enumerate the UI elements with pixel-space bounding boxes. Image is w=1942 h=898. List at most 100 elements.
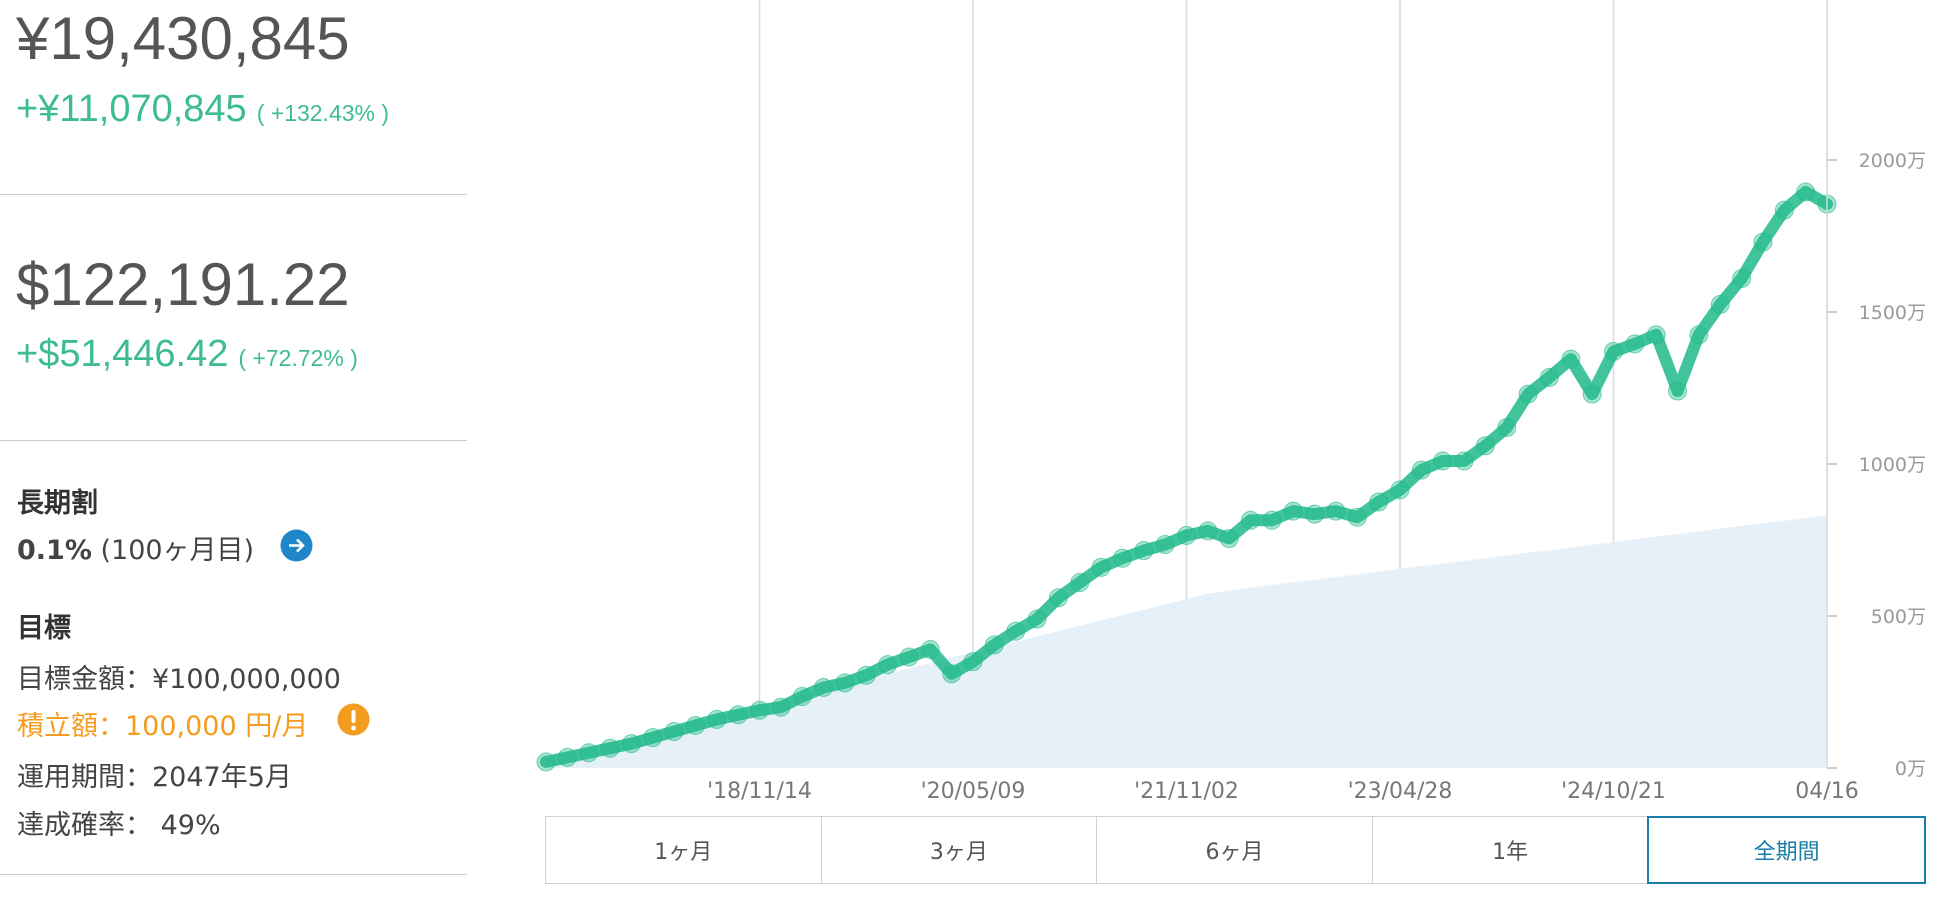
yen-gain: +¥11,070,845 ( +132.43% ) [16,88,389,131]
point [1262,510,1282,530]
point [1177,525,1196,545]
y-tick-label: 0万 [1895,758,1926,780]
point [1604,342,1623,362]
usd-total: $122,191.22 [16,251,350,318]
goal-title: 目標 [17,613,71,644]
x-tick-label: '18/11/14 [707,779,812,804]
discount-months: (100ヶ月目) [100,535,255,566]
x-tick-label: 04/16 [1795,779,1858,804]
point [579,743,599,763]
point [1710,294,1730,314]
y-tick-label: 500万 [1871,606,1926,628]
point [1241,510,1261,530]
x-tick-label: '20/05/09 [921,779,1026,804]
point [1283,501,1303,521]
point [1689,325,1709,345]
point [1390,480,1410,500]
point [1070,573,1090,593]
point [1006,621,1026,641]
x-tick-label: '24/10/21 [1561,779,1666,804]
y-tick-label: 1500万 [1859,302,1926,324]
point [1369,492,1389,512]
point [1326,501,1346,521]
point [1796,182,1816,202]
point [1625,334,1645,354]
range-buttons: 1ヶ月 3ヶ月 6ヶ月 1年 全期間 [545,816,1926,884]
point [621,734,641,754]
period: 運用期間：2047年5月 [17,762,292,793]
point [750,700,769,720]
x-tick-label: '23/04/28 [1348,779,1453,804]
yen-total: ¥19,430,845 [16,5,350,72]
point [920,639,940,659]
point [1497,418,1517,438]
point [685,715,705,735]
yen-gain-pct: ( +132.43% ) [256,100,390,126]
point [771,697,791,717]
discount: 0.1% (100ヶ月目) [17,528,254,567]
usd-gain-amount: +$51,446.42 [16,333,229,375]
point [1027,609,1047,629]
x-tick-label: '21/11/02 [1134,779,1239,804]
point [1732,269,1752,289]
point [1411,460,1431,480]
goal-amount: 目標金額：¥100,000,000 [17,664,341,695]
point [1518,384,1538,404]
point [792,687,812,707]
point [1582,384,1602,404]
point [814,677,834,697]
discount-rate: 0.1% [17,535,92,566]
point [1091,557,1111,577]
point [899,647,919,667]
point [1753,232,1773,252]
warning-icon [337,703,370,736]
point [1561,349,1581,369]
range-button[interactable]: 6ヶ月 [1096,816,1373,884]
probability: 達成確率： 49% [17,810,221,841]
line [540,185,1833,768]
point [707,709,727,729]
range-button[interactable]: 全期間 [1647,816,1926,884]
divider [0,440,467,441]
point [963,652,983,672]
arrow-button[interactable] [280,529,313,562]
range-button[interactable]: 3ヶ月 [820,816,1098,884]
point [643,728,663,748]
point [942,664,962,684]
point [878,655,898,675]
point [600,738,620,758]
point [1539,367,1559,387]
point [536,752,556,772]
point [728,705,748,725]
point [835,673,855,693]
y-tick-label: 1000万 [1859,454,1926,476]
yen-gain-amount: +¥11,070,845 [16,88,247,130]
monthly: 積立額：100,000 円/月 [17,711,309,742]
point [984,635,1004,655]
usd-gain: +$51,446.42 ( +72.72% ) [16,333,358,376]
point [1433,451,1453,471]
point [1774,200,1794,220]
point [1347,507,1367,527]
point [1112,548,1132,568]
point [1305,504,1325,524]
usd-gain-pct: ( +72.72% ) [238,345,358,371]
range-button[interactable]: 1年 [1371,816,1649,884]
point [1475,436,1495,456]
divider [0,194,467,195]
point [1155,535,1175,555]
y-tick-label: 2000万 [1859,150,1926,172]
area [546,515,1827,768]
point [1048,588,1068,608]
point [1454,451,1474,471]
point [856,665,876,685]
point [1668,381,1688,401]
point [1198,521,1218,541]
point [664,722,684,742]
discount-title: 長期割 [17,488,98,519]
point [1646,325,1666,345]
point [1134,541,1154,561]
range-button[interactable]: 1ヶ月 [545,816,822,884]
divider [0,874,467,875]
